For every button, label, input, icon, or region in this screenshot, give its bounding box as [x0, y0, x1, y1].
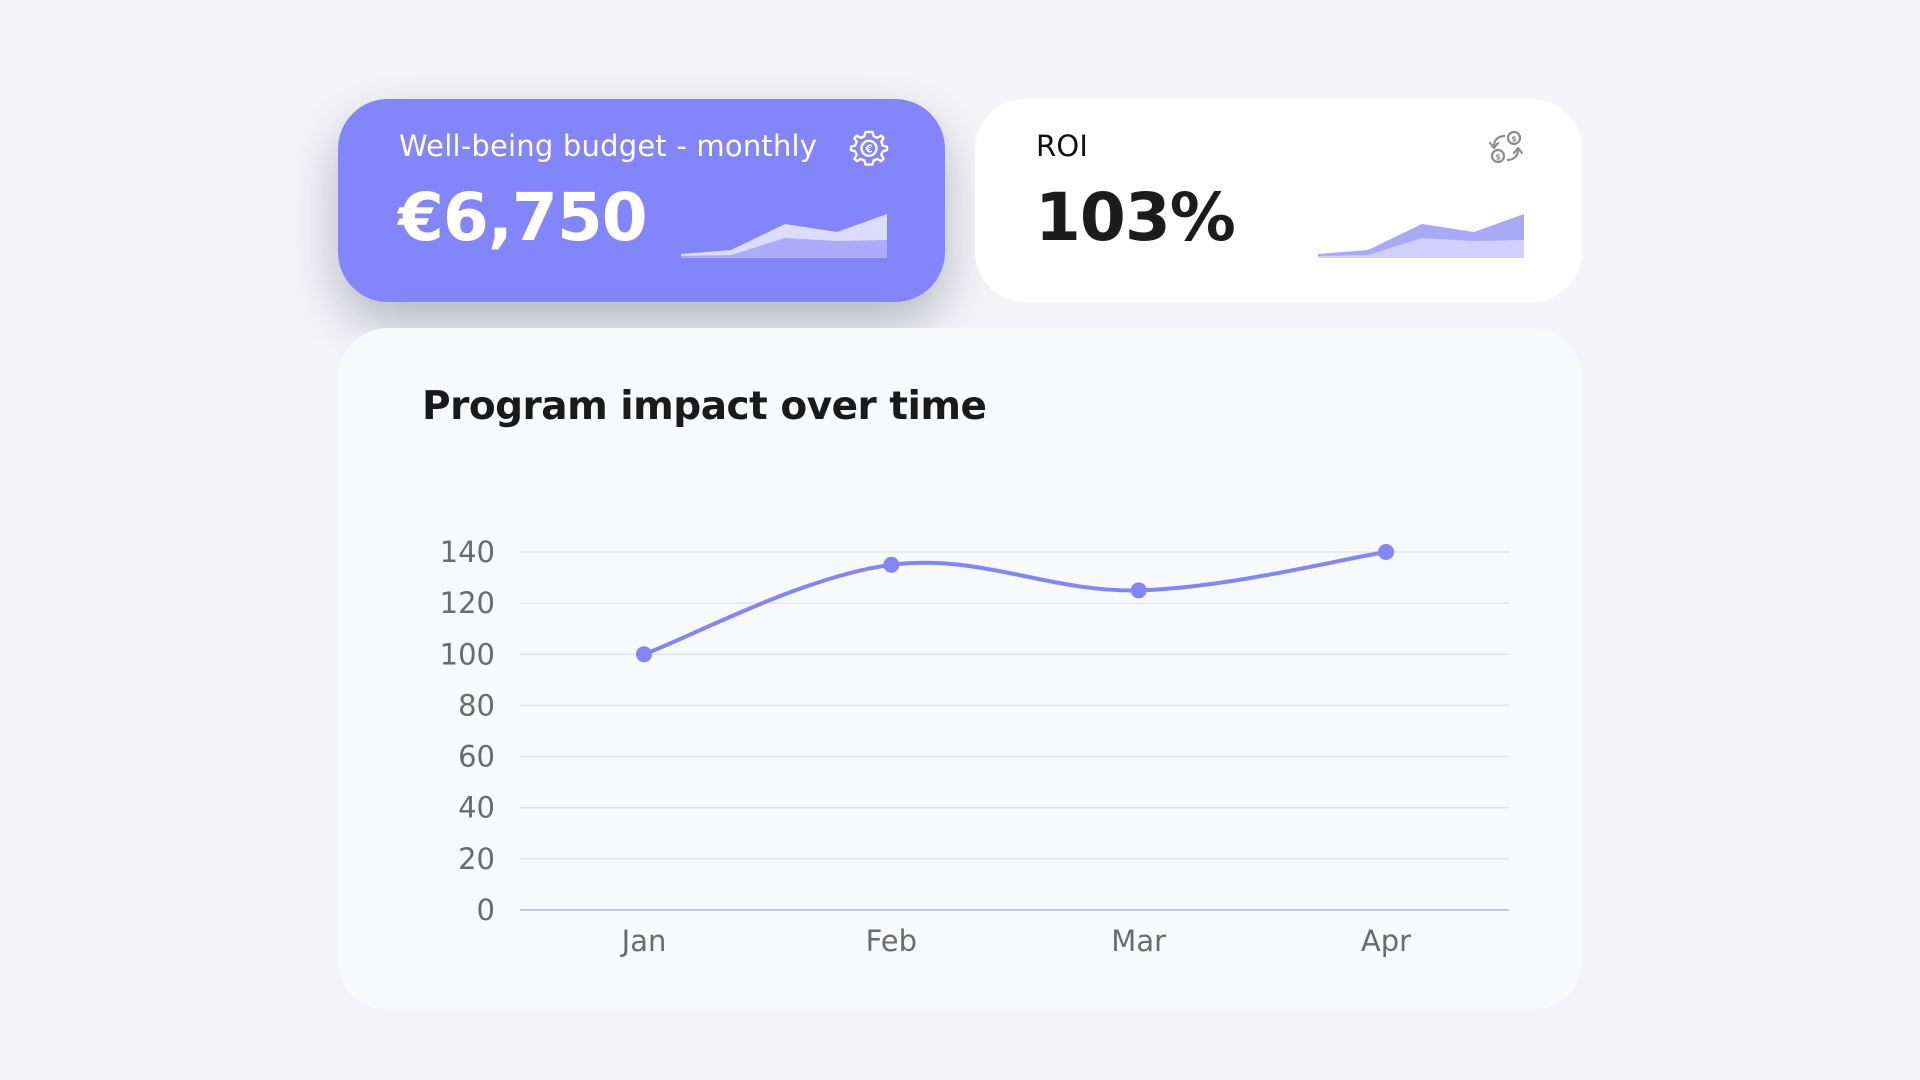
data-point [883, 556, 900, 573]
roi-card[interactable]: ROI $ $ 103% [975, 99, 1582, 302]
chart-title: Program impact over time [422, 384, 987, 429]
budget-label: Well-being budget - monthly [399, 129, 818, 163]
gear-euro-icon[interactable]: € [849, 128, 889, 168]
data-point [1378, 544, 1394, 560]
currency-exchange-icon[interactable]: $ $ [1486, 128, 1526, 168]
x-tick-label: Feb [866, 924, 917, 958]
x-tick-label: Mar [1111, 924, 1166, 958]
y-tick-label: 80 [458, 688, 495, 722]
y-tick-label: 20 [458, 842, 495, 876]
program-impact-card: Program impact over time 0 20 40 60 80 100 120… [338, 328, 1582, 1010]
series-line [642, 550, 1388, 657]
data-point [636, 646, 652, 663]
x-tick-label: Jan [620, 924, 667, 958]
roi-label: ROI [1036, 129, 1089, 163]
x-tick-label: Apr [1361, 924, 1411, 958]
y-tick-label: 120 [440, 586, 495, 620]
y-tick-label: 0 [477, 893, 495, 927]
data-point [1130, 582, 1147, 599]
roi-sparkline [1318, 214, 1524, 258]
budget-card[interactable]: Well-being budget - monthly € €6,750 [338, 99, 945, 302]
y-tick-label: 100 [440, 637, 495, 671]
roi-value: 103% [1035, 179, 1236, 256]
line-chart: 0 20 40 60 80 100 120 140 Jan Feb Mar Apr [440, 535, 1509, 958]
y-tick-label: 60 [458, 740, 495, 774]
y-tick-label: 40 [458, 791, 495, 825]
svg-text:$: $ [1511, 135, 1517, 144]
svg-text:$: $ [1495, 153, 1501, 162]
budget-value: €6,750 [398, 179, 648, 256]
y-tick-label: 140 [440, 535, 495, 569]
budget-sparkline [681, 214, 887, 258]
svg-text:€: € [864, 143, 872, 155]
